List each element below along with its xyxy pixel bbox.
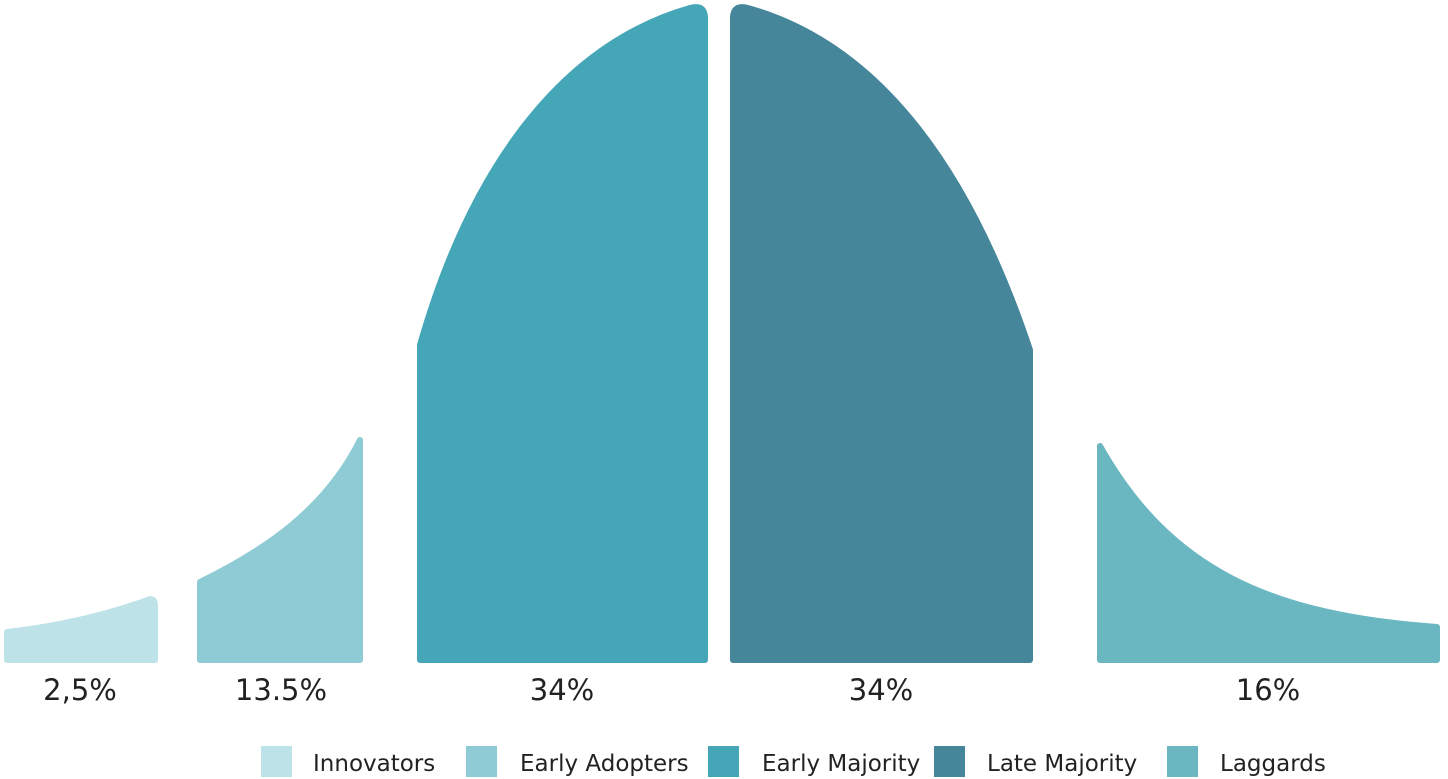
pct-label-early-majority: 34%	[530, 673, 594, 707]
segment-innovators	[4, 596, 158, 663]
segment-early-adopters	[197, 437, 363, 663]
legend-label-late-majority: Late Majority	[987, 751, 1137, 777]
curve-segments	[4, 4, 1440, 663]
legend-swatch-innovators	[261, 746, 292, 777]
segment-laggards	[1097, 443, 1440, 663]
segment-early-majority	[417, 4, 708, 663]
legend-item-innovators: Innovators	[261, 746, 435, 777]
pct-label-early-adopters: 13.5%	[235, 673, 327, 707]
legend-label-early-majority: Early Majority	[762, 751, 920, 777]
legend-swatch-early-majority	[708, 746, 739, 777]
legend-swatch-early-adopters	[466, 746, 497, 777]
legend-label-early-adopters: Early Adopters	[520, 751, 689, 777]
legend-swatch-laggards	[1167, 746, 1198, 777]
legend: Innovators Early Adopters Early Majority La…	[261, 746, 1326, 777]
percentage-labels: 2,5% 13.5% 34% 34% 16%	[43, 673, 1300, 707]
pct-label-innovators: 2,5%	[43, 673, 117, 707]
legend-item-early-majority: Early Majority	[708, 746, 920, 777]
legend-label-innovators: Innovators	[313, 751, 435, 777]
legend-item-late-majority: Late Majority	[934, 746, 1137, 777]
legend-item-laggards: Laggards	[1167, 746, 1326, 777]
pct-label-laggards: 16%	[1236, 673, 1300, 707]
legend-item-early-adopters: Early Adopters	[466, 746, 689, 777]
segment-late-majority	[730, 4, 1033, 663]
legend-swatch-late-majority	[934, 746, 965, 777]
legend-label-laggards: Laggards	[1220, 751, 1326, 777]
pct-label-late-majority: 34%	[849, 673, 913, 707]
